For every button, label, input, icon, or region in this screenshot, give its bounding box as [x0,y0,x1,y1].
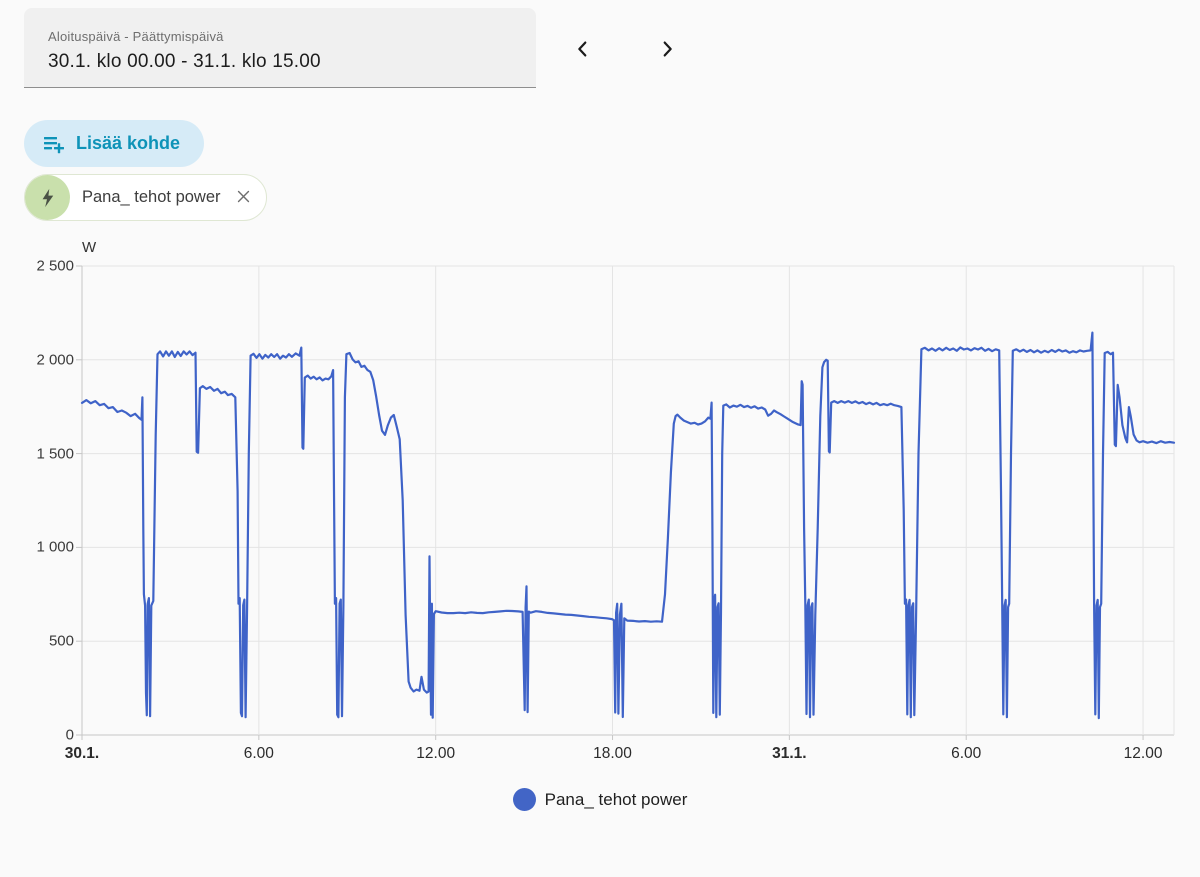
add-target-label: Lisää kohde [76,133,181,153]
legend-series-dot [512,788,536,811]
y-tick-label: 500 [48,632,74,650]
date-range-value: 30.1. klo 00.00 - 31.1. klo 15.00 [48,51,321,72]
chevron-right-icon [656,38,678,63]
date-range-field[interactable]: Aloituspäivä - Päättymispäivä 30.1. klo … [24,8,536,88]
legend-series-label: Pana_ tehot power [544,789,688,809]
x-tick-label: 12.00 [416,745,456,762]
y-tick-label: 1 000 [36,538,74,556]
previous-period-button[interactable] [559,26,607,74]
y-tick-label: 2 500 [36,257,74,275]
x-tick-label: 12.00 [1123,745,1163,762]
chevron-left-icon [572,38,594,63]
y-axis-unit-label: W [82,239,97,256]
legend-item[interactable]: Pana_ tehot power [0,788,1200,811]
x-tick-label: 18.00 [593,745,632,762]
next-period-button[interactable] [643,26,691,74]
lightning-bolt-icon [25,175,70,220]
add-target-button[interactable]: Lisää kohde [24,120,205,167]
series-chip[interactable]: Pana_ tehot power [24,174,267,221]
y-tick-label: 0 [65,726,74,744]
x-tick-label: 6.00 [951,745,982,762]
series-chip-label: Pana_ tehot power [82,188,221,206]
x-tick-label: 6.00 [243,745,274,762]
x-tick-label: 30.1. [64,745,100,762]
y-tick-label: 1 500 [36,445,74,463]
remove-series-button[interactable] [233,186,254,210]
x-tick-label: 31.1. [772,745,807,762]
y-tick-label: 2 000 [36,351,74,369]
close-icon [235,188,252,208]
date-range-label: Aloituspäivä - Päättymispäivä [48,29,224,44]
playlist-add-icon [42,132,66,156]
